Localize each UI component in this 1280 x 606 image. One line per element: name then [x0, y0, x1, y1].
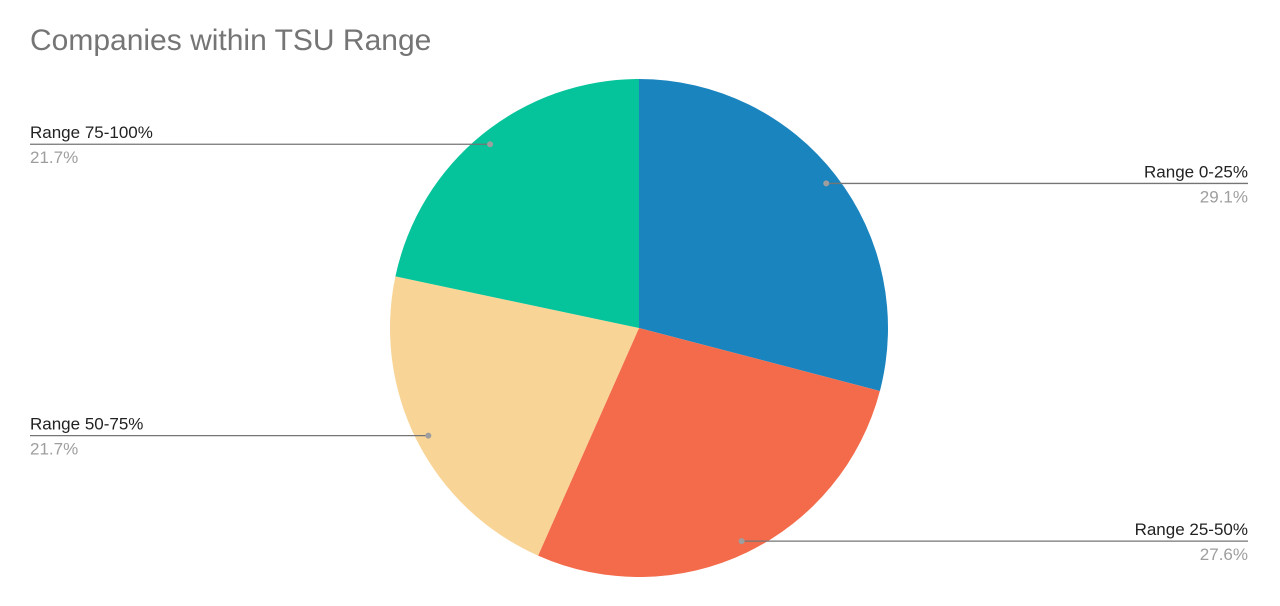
slice-value-label: 27.6%	[1200, 545, 1248, 564]
slice-label: Range 0-25%	[1144, 162, 1248, 181]
slice-label: Range 50-75%	[30, 415, 143, 434]
leader-dot	[487, 141, 494, 148]
pie-slice-1	[639, 79, 888, 391]
pie-slice-2	[538, 328, 880, 577]
slice-label: Range 25-50%	[1135, 520, 1248, 539]
pie-slice-3	[390, 276, 639, 556]
chart-title: Companies within TSU Range	[30, 24, 432, 57]
leader-dot	[738, 538, 745, 545]
slice-value-label: 21.7%	[30, 440, 78, 459]
pie-slice-4	[395, 79, 639, 328]
leader-dot	[823, 180, 830, 187]
leader-dot	[425, 432, 432, 439]
slice-value-label: 21.7%	[30, 148, 78, 167]
slice-label: Range 75-100%	[30, 123, 153, 142]
slice-value-label: 29.1%	[1200, 187, 1248, 206]
